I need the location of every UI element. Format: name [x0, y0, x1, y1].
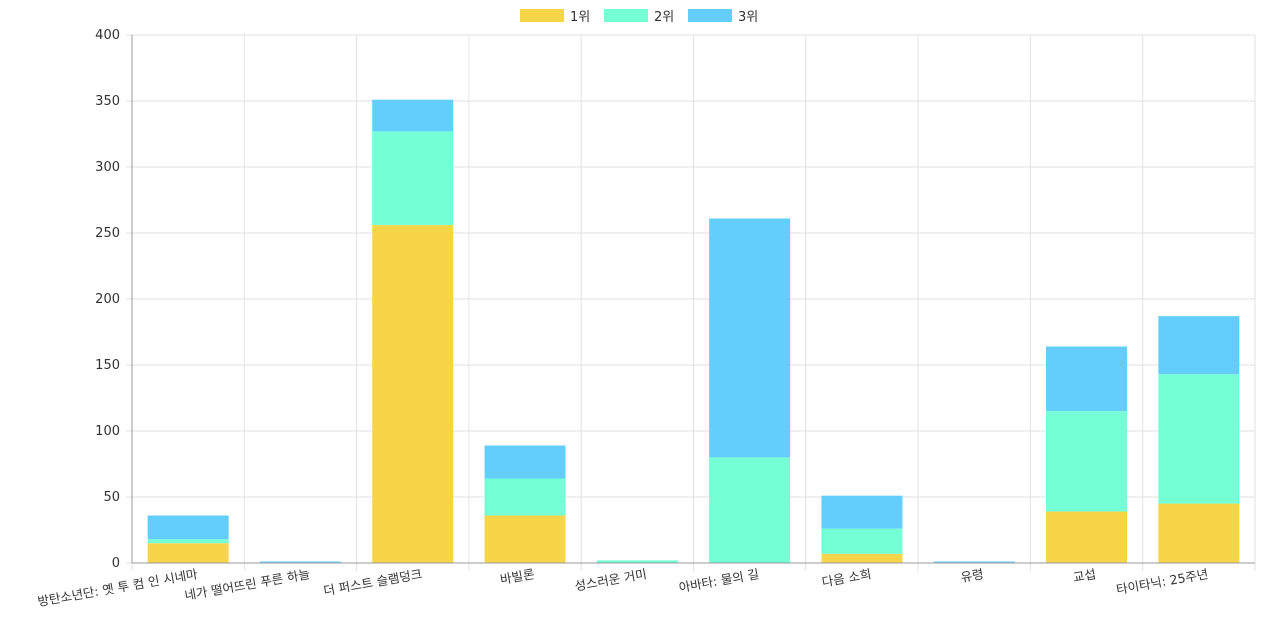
x-tick-label: 타이타닉: 25주년 — [1115, 566, 1209, 597]
bar-segment[interactable] — [372, 225, 454, 563]
x-tick-label: 성스러운 거미 — [573, 566, 647, 593]
y-tick-label: 300 — [95, 160, 120, 175]
bar-segment[interactable] — [821, 553, 903, 563]
bar-segment[interactable] — [1158, 316, 1240, 375]
bar-segment[interactable] — [709, 457, 791, 563]
bar-segment[interactable] — [1158, 374, 1240, 504]
bar-segment[interactable] — [821, 528, 903, 554]
bar-segment[interactable] — [1046, 511, 1128, 563]
bar-segment[interactable] — [147, 539, 229, 544]
y-tick-label: 0 — [112, 556, 120, 571]
bar-segment[interactable] — [484, 515, 566, 563]
x-tick-label: 아바타: 물의 길 — [678, 566, 761, 595]
bar-segment[interactable] — [372, 131, 454, 226]
bar-segment[interactable] — [259, 561, 341, 564]
bar-segment[interactable] — [596, 560, 678, 563]
legend-label[interactable]: 3위 — [738, 10, 758, 25]
legend-swatch[interactable] — [688, 9, 732, 22]
bar-layer — [147, 99, 1240, 564]
x-tick-label: 다음 소희 — [821, 566, 873, 589]
bar-segment[interactable] — [147, 543, 229, 563]
legend-label[interactable]: 1위 — [570, 10, 590, 25]
legend-swatch[interactable] — [520, 9, 564, 22]
grid-layer — [126, 34, 1256, 571]
bar-segment[interactable] — [1046, 346, 1128, 412]
x-tick-label: 방탄소년단: 옛 투 컴 인 시네마 — [36, 566, 199, 609]
y-tick-label: 350 — [95, 94, 120, 109]
x-tick-label: 유령 — [960, 566, 985, 585]
x-tick-label: 교섭 — [1072, 566, 1097, 585]
legend-label[interactable]: 2위 — [654, 10, 674, 25]
y-tick-label: 200 — [95, 292, 120, 307]
bar-segment[interactable] — [372, 99, 454, 132]
y-tick-label: 400 — [95, 28, 120, 43]
x-tick-label: 더 퍼스트 슬램덩크 — [322, 566, 423, 598]
bar-segment[interactable] — [147, 515, 229, 540]
bar-segment[interactable] — [1158, 503, 1240, 563]
bar-segment[interactable] — [709, 218, 791, 458]
y-tick-label: 250 — [95, 226, 120, 241]
y-tick-label: 50 — [103, 490, 120, 505]
bar-segment[interactable] — [484, 478, 566, 516]
y-tick-label: 100 — [95, 424, 120, 439]
legend-swatch[interactable] — [604, 9, 648, 22]
bar-segment[interactable] — [484, 445, 566, 479]
bar-segment[interactable] — [1046, 411, 1128, 512]
legend[interactable]: 1위 2위 3위 — [520, 9, 758, 25]
y-tick-label: 150 — [95, 358, 120, 373]
x-tick-label: 바빌론 — [499, 566, 536, 587]
x-tick-label: 네가 떨어뜨린 푸른 하늘 — [183, 566, 311, 603]
bar-segment[interactable] — [821, 495, 903, 529]
bar-segment[interactable] — [933, 561, 1015, 564]
